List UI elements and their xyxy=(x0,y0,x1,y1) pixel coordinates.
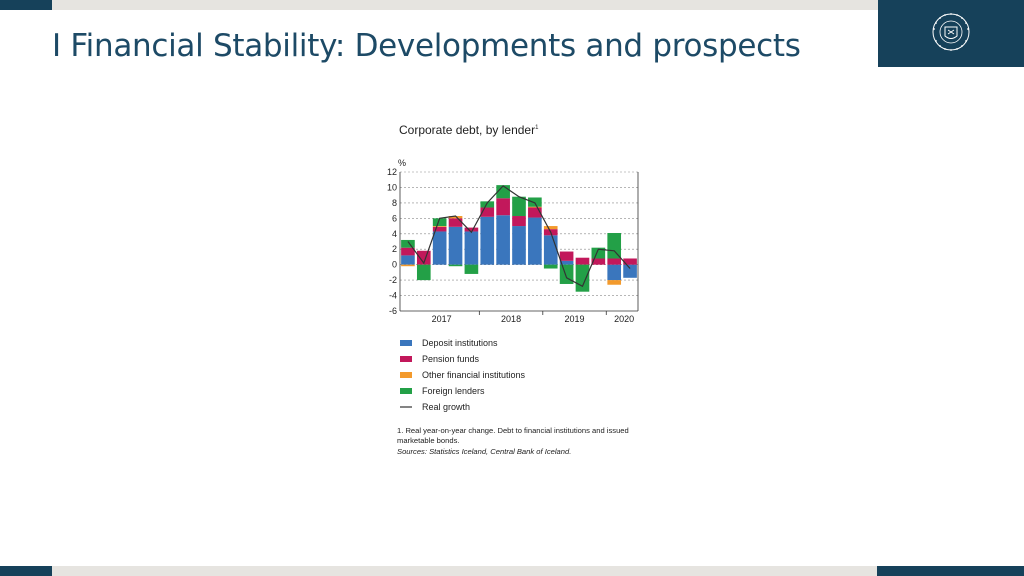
bar-segment xyxy=(607,258,622,265)
logo-box xyxy=(878,0,1024,67)
bar-segment xyxy=(464,264,479,274)
bar-segment xyxy=(591,258,606,265)
y-tick-label: 2 xyxy=(392,244,397,254)
legend-label: Deposit institutions xyxy=(422,338,498,348)
bar-segment xyxy=(591,247,606,259)
bar-segment xyxy=(623,264,637,278)
bar-segment xyxy=(401,255,415,265)
plot-area: 12 10 8 6 4 2 0 -2 -4 -6 2017 2018 2019 2020 xyxy=(387,167,639,324)
real-growth-line xyxy=(407,185,631,288)
bar-segment xyxy=(559,251,574,261)
bar-segment xyxy=(543,226,558,230)
bar-segment xyxy=(607,233,622,259)
y-tick-label: -6 xyxy=(389,306,397,316)
bar-segment xyxy=(559,264,574,284)
sedlabanki-islands-seal-icon xyxy=(932,13,970,51)
bar-segment xyxy=(528,197,542,207)
bottom-bar xyxy=(0,566,1024,576)
page-title: I Financial Stability: Developments and … xyxy=(52,28,801,64)
legend-label: Other financial institutions xyxy=(422,370,526,380)
legend-label: Real growth xyxy=(422,402,470,412)
y-tick-label: 0 xyxy=(392,260,397,270)
bar-segment xyxy=(543,264,558,269)
bar-segment xyxy=(480,207,495,217)
bar-segment xyxy=(512,216,526,227)
footnote-line-1: 1. Real year-on-year change. Debt to fin… xyxy=(397,426,629,435)
chart-title-text: Corporate debt, by lender xyxy=(399,123,535,137)
y-tick-label: 12 xyxy=(387,167,397,177)
y-tick-label: 8 xyxy=(392,198,397,208)
bar-segment xyxy=(448,216,463,219)
bar-segment xyxy=(528,217,542,265)
bar-segment xyxy=(528,206,542,208)
legend-swatch xyxy=(400,388,412,394)
top-bar-accent xyxy=(0,0,52,10)
legend-label: Pension funds xyxy=(422,354,480,364)
x-tick-label: 2019 xyxy=(565,314,585,324)
bar-segment xyxy=(575,257,590,265)
x-tick-label: 2017 xyxy=(432,314,452,324)
y-tick-label: -2 xyxy=(389,275,397,285)
bar-segment xyxy=(480,201,495,208)
corporate-debt-chart: Corporate debt, by lender1 % 12 10 8 6 4 2 0 -2… xyxy=(387,123,639,456)
bar-segment xyxy=(512,196,526,217)
bar-segment xyxy=(480,216,495,265)
y-tick-label: 10 xyxy=(387,182,397,192)
y-axis-label: % xyxy=(398,158,406,168)
bar-segment xyxy=(401,239,415,248)
footnote-line-2: marketable bonds. xyxy=(397,436,459,445)
chart-title: Corporate debt, by lender1 xyxy=(399,123,539,137)
bar-segment xyxy=(496,215,510,265)
bar-segment xyxy=(432,226,447,232)
bar-segment xyxy=(464,231,479,265)
bar-segment xyxy=(401,264,415,267)
bar-segment xyxy=(448,218,463,227)
legend-label: Foreign lenders xyxy=(422,386,485,396)
top-bar xyxy=(0,0,1024,10)
legend-swatch xyxy=(400,340,412,346)
bar-segment xyxy=(401,247,415,256)
chart-legend: Deposit institutions Pension funds Other f… xyxy=(400,338,526,412)
bottom-bar-accent-left xyxy=(0,566,52,576)
bar-segment xyxy=(607,280,622,285)
legend-swatch xyxy=(400,356,412,362)
bar-segment xyxy=(464,227,479,232)
bar-segment xyxy=(432,218,447,227)
bar-segment xyxy=(528,207,542,218)
chart-title-footnote-mark: 1 xyxy=(535,125,539,131)
y-tick-label: -4 xyxy=(389,291,397,301)
bar-segment xyxy=(496,198,510,216)
bar-segment xyxy=(512,226,526,265)
bar-segment xyxy=(432,226,447,227)
y-tick-label: 4 xyxy=(392,229,397,239)
bar-segment xyxy=(543,235,558,265)
sources-note: Sources: Statistics Iceland, Central Ban… xyxy=(397,447,571,456)
bar-segment xyxy=(448,226,463,265)
bar-segment xyxy=(559,260,574,265)
x-tick-label: 2020 xyxy=(614,314,634,324)
bar-segment xyxy=(416,264,431,281)
legend-swatch xyxy=(400,372,412,378)
y-tick-label: 6 xyxy=(392,213,397,223)
bar-segment xyxy=(623,258,637,265)
bar-segment xyxy=(607,264,622,281)
bar-segment xyxy=(432,231,447,265)
x-tick-label: 2018 xyxy=(501,314,521,324)
bar-segment xyxy=(448,264,463,267)
bottom-bar-accent-right xyxy=(877,566,1024,576)
bar-segment xyxy=(575,264,590,292)
